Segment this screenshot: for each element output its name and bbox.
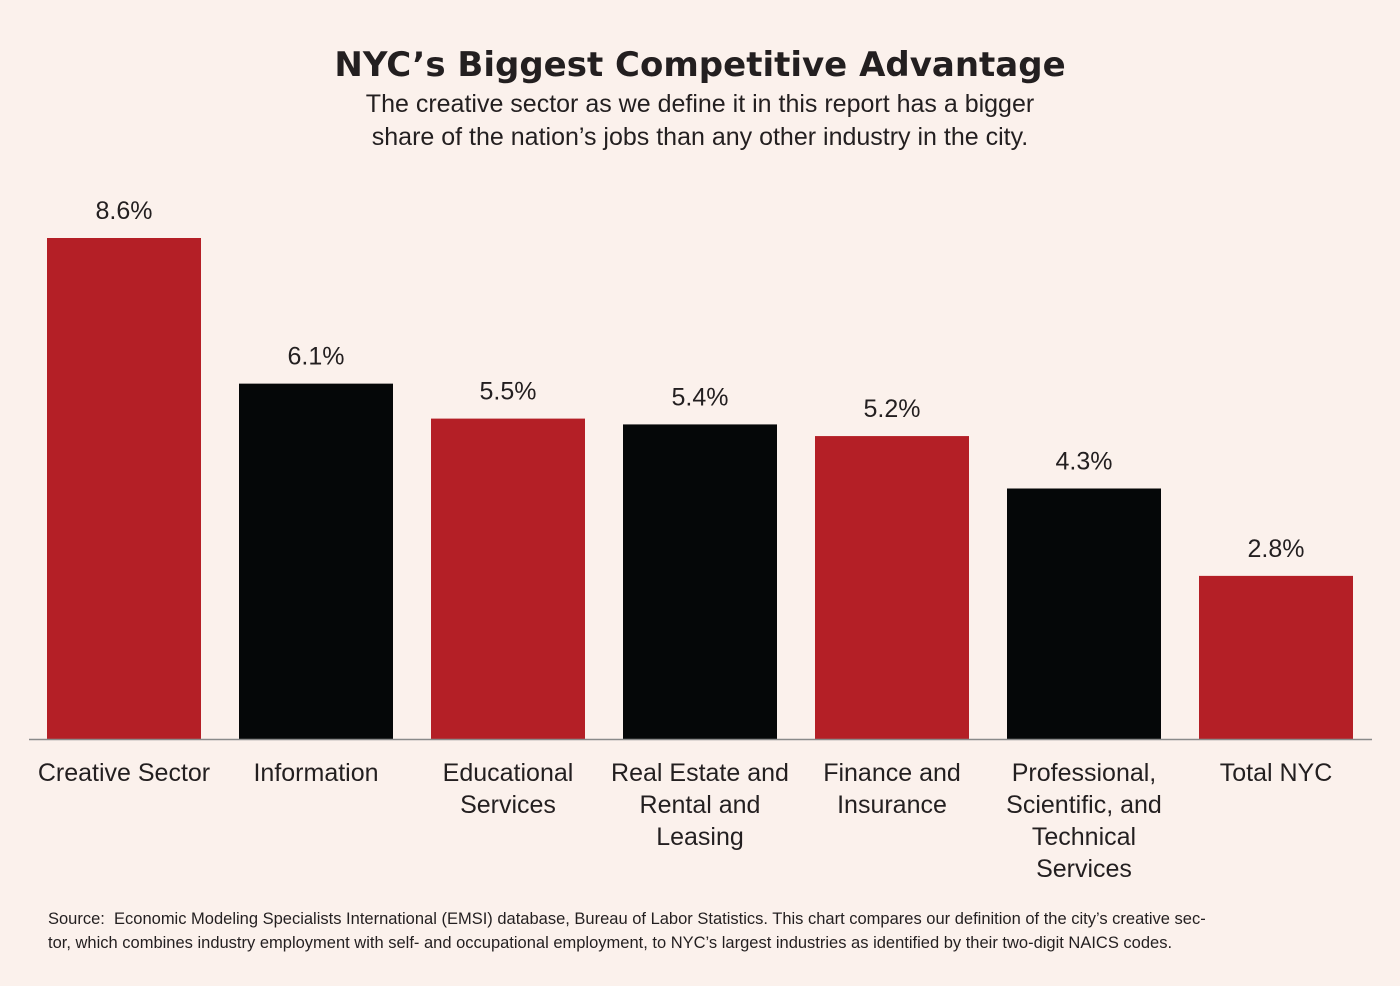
category-label-6: Professional, Scientific, and Technical Ser… bbox=[984, 757, 1184, 885]
bar-1 bbox=[47, 238, 201, 739]
category-label-5: Finance and Insurance bbox=[792, 757, 992, 821]
category-label-line: Technical bbox=[1031, 823, 1137, 851]
category-label-line: Information bbox=[253, 759, 379, 787]
bar-3 bbox=[431, 418, 585, 739]
value-label-3: 5.5% bbox=[480, 378, 537, 406]
category-label-2: Information bbox=[216, 757, 416, 789]
source-line-2: tor, which combines industry employment … bbox=[48, 934, 1173, 952]
category-label-line: Professional, bbox=[1011, 759, 1157, 787]
value-label-5: 5.2% bbox=[864, 395, 921, 423]
category-label-line: Leasing bbox=[656, 823, 744, 851]
category-label-1: Creative Sector bbox=[24, 757, 224, 789]
category-label-4: Real Estate and Rental and Leasing bbox=[600, 757, 800, 853]
source-line-1: Source: Economic Modeling Specialists In… bbox=[48, 910, 1206, 928]
subtitle-line-1: The creative sector as we define it in t… bbox=[365, 90, 1035, 118]
source-note: Source: Economic Modeling Specialists In… bbox=[48, 907, 1358, 955]
value-label-4: 5.4% bbox=[672, 383, 729, 411]
category-label-line: Creative Sector bbox=[37, 759, 211, 787]
bar-6 bbox=[1007, 488, 1161, 739]
value-label-7: 2.8% bbox=[1248, 535, 1305, 563]
chart-subtitle: The creative sector as we define it in t… bbox=[300, 88, 1100, 154]
category-label-3: Educational Services bbox=[408, 757, 608, 821]
category-label-line: Real Estate and bbox=[611, 759, 789, 787]
category-label-line: Rental and bbox=[639, 791, 761, 819]
category-label-line: Services bbox=[460, 791, 556, 819]
value-label-1: 8.6% bbox=[96, 197, 153, 225]
category-label-line: Finance and bbox=[823, 759, 961, 787]
category-label-line: Total NYC bbox=[1219, 759, 1333, 787]
subtitle-line-2: share of the nation’s jobs than any othe… bbox=[371, 123, 1029, 151]
chart-title: NYC’s Biggest Competitive Advantage bbox=[334, 45, 1066, 85]
bar-2 bbox=[239, 383, 393, 739]
bar-5 bbox=[815, 436, 969, 739]
value-label-2: 6.1% bbox=[288, 343, 345, 371]
category-label-line: Scientific, and bbox=[1006, 791, 1162, 819]
category-label-line: Insurance bbox=[837, 791, 947, 819]
category-label-line: Services bbox=[1036, 855, 1132, 883]
value-label-6: 4.3% bbox=[1056, 448, 1113, 476]
bar-7 bbox=[1199, 575, 1353, 739]
bar-4 bbox=[623, 424, 777, 739]
category-label-7: Total NYC bbox=[1176, 757, 1376, 789]
category-label-line: Educational bbox=[442, 759, 574, 787]
